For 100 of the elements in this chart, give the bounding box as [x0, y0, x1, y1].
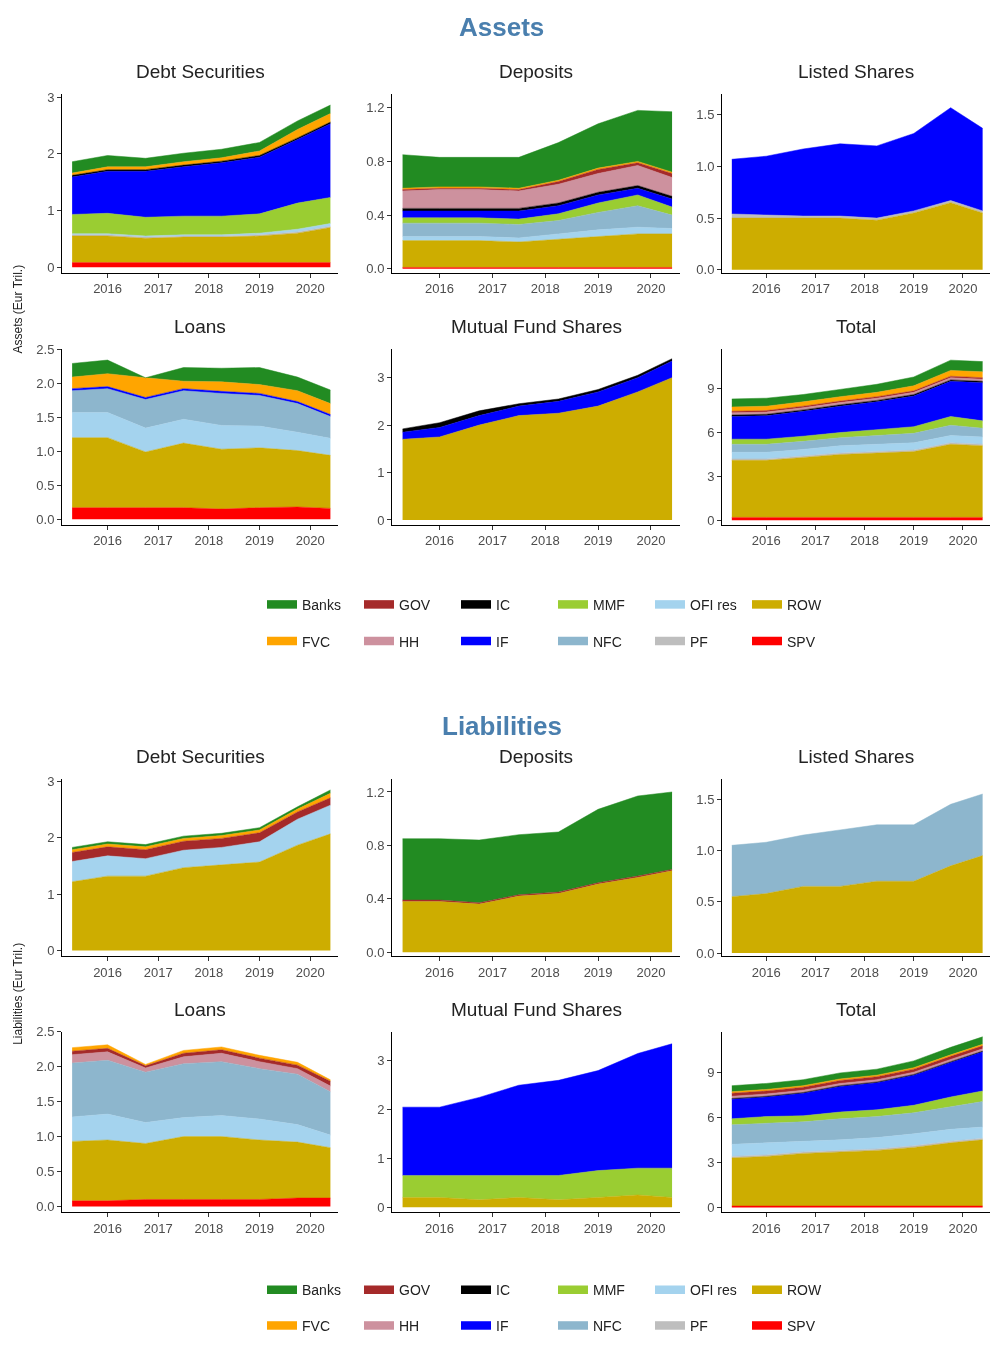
y-tick-label: 1.5: [36, 409, 55, 425]
y-tick-label: 3: [707, 1154, 715, 1170]
x-tick-label: 2020: [636, 533, 666, 549]
y-tick-label: 0.4: [366, 891, 385, 907]
y-tick-label: 2.0: [36, 375, 55, 391]
x-tick-label: 2016: [751, 1220, 781, 1236]
x-tick-label: 2016: [93, 281, 123, 297]
x-tick-label: 2016: [93, 533, 123, 549]
y-tick-label: 0.8: [366, 837, 385, 853]
x-tick-label: 2017: [800, 533, 830, 549]
y-tick-label: 0.0: [36, 511, 55, 527]
x-tick-label: 2020: [636, 964, 666, 980]
x-tick-label: 2017: [143, 1220, 173, 1236]
legend-label: IF: [496, 1318, 509, 1335]
x-tick-label: 2016: [93, 1220, 123, 1236]
chart-title: Deposits: [499, 61, 573, 82]
chart-title: Debt Securities: [136, 746, 265, 767]
x-tick-label: 2017: [143, 281, 173, 297]
chart-title: Mutual Fund Shares: [451, 999, 623, 1020]
legend-label: NFC: [593, 1318, 622, 1335]
text: Assets: [459, 12, 545, 42]
chart-title: Total: [836, 999, 877, 1020]
chart-title: Listed Shares: [798, 746, 915, 767]
legend-label: ROW: [787, 1282, 822, 1299]
y-tick-label: 0.0: [366, 261, 385, 277]
x-tick-label: 2016: [751, 964, 781, 980]
x-tick-label: 2020: [636, 281, 666, 297]
x-tick-label: 2018: [850, 533, 880, 549]
x-tick-label: 2020: [295, 1220, 325, 1236]
x-tick-label: 2019: [583, 1220, 613, 1236]
x-tick-label: 2019: [245, 533, 274, 549]
x-tick-label: 2016: [751, 533, 781, 549]
legend-label: GOV: [399, 597, 431, 614]
x-tick-label: 2020: [948, 281, 978, 297]
y-tick-label: 9: [707, 1064, 715, 1080]
y-tick-label: 1.5: [696, 791, 715, 807]
y-tick-label: 1: [47, 886, 55, 902]
y-tick-label: 3: [47, 89, 55, 105]
y-tick-label: 0.0: [36, 1199, 55, 1215]
y-axis-title: Assets (Eur Tril.): [11, 264, 26, 354]
chart-title: Loans: [174, 999, 226, 1020]
legend-label: FVC: [302, 1318, 330, 1335]
x-tick-label: 2019: [583, 964, 613, 980]
y-tick-label: 3: [377, 1053, 385, 1069]
y-tick-label: 3: [47, 774, 55, 790]
x-tick-label: 2016: [93, 964, 123, 980]
legend-label: SPV: [787, 1318, 816, 1335]
x-tick-label: 2017: [477, 281, 507, 297]
y-tick-label: 0.0: [696, 262, 715, 278]
x-tick-label: 2019: [583, 281, 613, 297]
x-tick-label: 2018: [850, 281, 880, 297]
y-tick-label: 1: [47, 203, 55, 219]
y-tick-label: 1: [377, 465, 385, 481]
legend-label: IF: [496, 633, 509, 650]
y-tick-label: 2: [47, 146, 55, 162]
y-tick-label: 0: [377, 1199, 385, 1215]
y-tick-label: 0.8: [366, 153, 385, 169]
y-tick-label: 9: [707, 381, 715, 397]
legend-label: MMF: [593, 1282, 625, 1299]
x-tick-label: 2019: [245, 964, 274, 980]
y-tick-label: 0: [47, 259, 55, 275]
x-tick-label: 2016: [425, 1220, 455, 1236]
x-tick-label: 2018: [850, 1220, 880, 1236]
legend-label: HH: [399, 1318, 420, 1335]
x-tick-label: 2017: [800, 281, 830, 297]
legend-label: Banks: [302, 597, 341, 614]
y-tick-label: 1.0: [696, 159, 715, 175]
x-tick-label: 2019: [899, 964, 929, 980]
x-tick-label: 2020: [636, 1220, 666, 1236]
x-tick-label: 2018: [530, 533, 560, 549]
legend-label: OFI res: [690, 1282, 737, 1299]
chart-title: Debt Securities: [136, 61, 265, 82]
y-tick-label: 0: [47, 943, 55, 959]
y-tick-label: 1.5: [696, 107, 715, 123]
x-tick-label: 2019: [245, 1220, 274, 1236]
legend-label: ROW: [787, 597, 822, 614]
x-tick-label: 2018: [530, 964, 560, 980]
x-tick-label: 2020: [948, 964, 978, 980]
legend-label: IC: [496, 597, 510, 614]
x-tick-label: 2020: [948, 533, 978, 549]
y-tick-label: 1.0: [696, 843, 715, 859]
y-tick-label: 6: [707, 425, 715, 441]
x-tick-label: 2018: [530, 1220, 560, 1236]
x-tick-label: 2020: [295, 533, 325, 549]
x-tick-label: 2020: [295, 281, 325, 297]
legend-label: NFC: [593, 633, 622, 650]
y-tick-label: 2.0: [36, 1059, 55, 1075]
y-tick-label: 0.5: [696, 210, 715, 226]
y-tick-label: 0.5: [36, 1164, 55, 1180]
x-tick-label: 2017: [800, 1220, 830, 1236]
x-tick-label: 2018: [194, 1220, 224, 1236]
y-tick-label: 1.2: [366, 100, 385, 116]
legend-label: SPV: [787, 633, 816, 650]
legend-label: GOV: [399, 1282, 431, 1299]
x-tick-label: 2016: [425, 533, 455, 549]
x-tick-label: 2017: [143, 964, 173, 980]
x-tick-label: 2019: [583, 533, 613, 549]
x-tick-label: 2017: [477, 1220, 507, 1236]
y-tick-label: 1: [377, 1150, 385, 1166]
x-tick-label: 2019: [899, 281, 929, 297]
